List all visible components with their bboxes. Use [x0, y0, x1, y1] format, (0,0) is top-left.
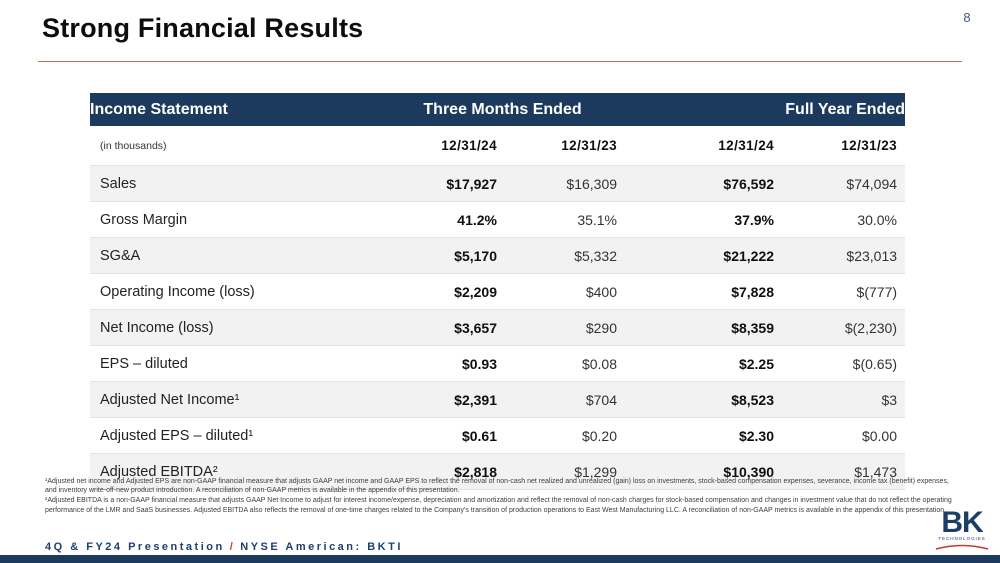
cell-value: 35.1% [505, 201, 626, 238]
row-label: Adjusted EBITDA² [90, 453, 380, 490]
cell-value: $0.00 [782, 417, 906, 454]
table-row: Net Income (loss) $3,657 $290 $8,359 $(2… [90, 309, 906, 346]
row-label: Net Income (loss) [90, 309, 380, 346]
footer-presentation-label: 4Q & FY24 Presentation [45, 541, 225, 553]
cell-value: $2.25 [625, 345, 783, 382]
table-row: SG&A $5,170 $5,332 $21,222 $23,013 [90, 237, 906, 274]
table-header-row: Income Statement Three Months Ended Full… [90, 93, 906, 126]
date-q4-23: 12/31/23 [505, 126, 626, 166]
footnote-2: ²Adjusted EBITDA is a non-GAAP financial… [45, 497, 952, 514]
cell-value: $0.20 [505, 417, 626, 454]
table-date-row: (in thousands) 12/31/24 12/31/23 12/31/2… [90, 126, 906, 166]
cell-value: $5,170 [380, 237, 505, 274]
row-label: Adjusted Net Income¹ [90, 381, 380, 418]
cell-value: $0.61 [380, 417, 505, 454]
date-fy-23: 12/31/23 [782, 126, 906, 166]
cell-value: $(777) [782, 273, 906, 310]
table-row: Sales $17,927 $16,309 $76,592 $74,094 [90, 165, 906, 202]
footnote-1: ¹Adjusted net income and Adjusted EPS ar… [45, 478, 949, 495]
cell-value: $23,013 [782, 237, 906, 274]
row-label: Sales [90, 165, 380, 202]
cell-value: $7,828 [625, 273, 783, 310]
cell-value: 37.9% [625, 201, 783, 238]
cell-value: $17,927 [380, 165, 505, 202]
footnotes: ¹Adjusted net income and Adjusted EPS ar… [45, 477, 957, 516]
table-row: Adjusted EPS – diluted¹ $0.61 $0.20 $2.3… [90, 417, 906, 454]
units-label: (in thousands) [90, 126, 380, 166]
header-income-statement: Income Statement [90, 93, 380, 126]
cell-value: $1,299 [505, 453, 626, 490]
row-label: EPS – diluted [90, 345, 380, 382]
cell-value: $(2,230) [782, 309, 906, 346]
cell-value: $2.30 [625, 417, 783, 454]
income-statement-table: Income Statement Three Months Ended Full… [90, 93, 906, 490]
bk-technologies-logo: BK TECHNOLOGIES [933, 508, 991, 550]
bottom-accent-bar [0, 555, 1000, 563]
row-label: SG&A [90, 237, 380, 274]
cell-value: $8,359 [625, 309, 783, 346]
cell-value: $3,657 [380, 309, 505, 346]
page-number: 8 [963, 10, 971, 25]
footer-ticker-label: NYSE American: BKTI [240, 541, 403, 553]
table-row: Adjusted EBITDA² $2,818 $1,299 $10,390 $… [90, 453, 906, 490]
row-label: Adjusted EPS – diluted¹ [90, 417, 380, 454]
row-label: Gross Margin [90, 201, 380, 238]
cell-value: $1,473 [782, 453, 906, 490]
cell-value: $21,222 [625, 237, 783, 274]
footer-separator: / [229, 541, 236, 553]
cell-value: 30.0% [782, 201, 906, 238]
cell-value: $(0.65) [782, 345, 906, 382]
cell-value: 41.2% [380, 201, 505, 238]
cell-value: $0.08 [505, 345, 626, 382]
header-full-year-ended: Full Year Ended [625, 93, 906, 126]
cell-value: $3 [782, 381, 906, 418]
cell-value: $0.93 [380, 345, 505, 382]
cell-value: $2,391 [380, 381, 505, 418]
cell-value: $10,390 [625, 453, 783, 490]
cell-value: $2,209 [380, 273, 505, 310]
cell-value: $76,592 [625, 165, 783, 202]
row-label: Operating Income (loss) [90, 273, 380, 310]
page-title: Strong Financial Results [42, 13, 364, 43]
cell-value: $74,094 [782, 165, 906, 202]
cell-value: $5,332 [505, 237, 626, 274]
logo-red-swoosh-icon [935, 544, 989, 550]
date-fy-24: 12/31/24 [625, 126, 783, 166]
table-row: Gross Margin 41.2% 35.1% 37.9% 30.0% [90, 201, 906, 238]
title-divider [38, 61, 962, 62]
cell-value: $8,523 [625, 381, 783, 418]
logo-technologies-text: TECHNOLOGIES [938, 536, 986, 541]
date-q4-24: 12/31/24 [380, 126, 505, 166]
table-row: Operating Income (loss) $2,209 $400 $7,8… [90, 273, 906, 310]
table-row: EPS – diluted $0.93 $0.08 $2.25 $(0.65) [90, 345, 906, 382]
cell-value: $2,818 [380, 453, 505, 490]
cell-value: $400 [505, 273, 626, 310]
cell-value: $16,309 [505, 165, 626, 202]
slide-footer: 4Q & FY24 Presentation / NYSE American: BK… [45, 541, 403, 553]
cell-value: $704 [505, 381, 626, 418]
header-three-months-ended: Three Months Ended [380, 93, 626, 126]
logo-bk-text: BK [941, 506, 983, 539]
table-row: Adjusted Net Income¹ $2,391 $704 $8,523 … [90, 381, 906, 418]
cell-value: $290 [505, 309, 626, 346]
